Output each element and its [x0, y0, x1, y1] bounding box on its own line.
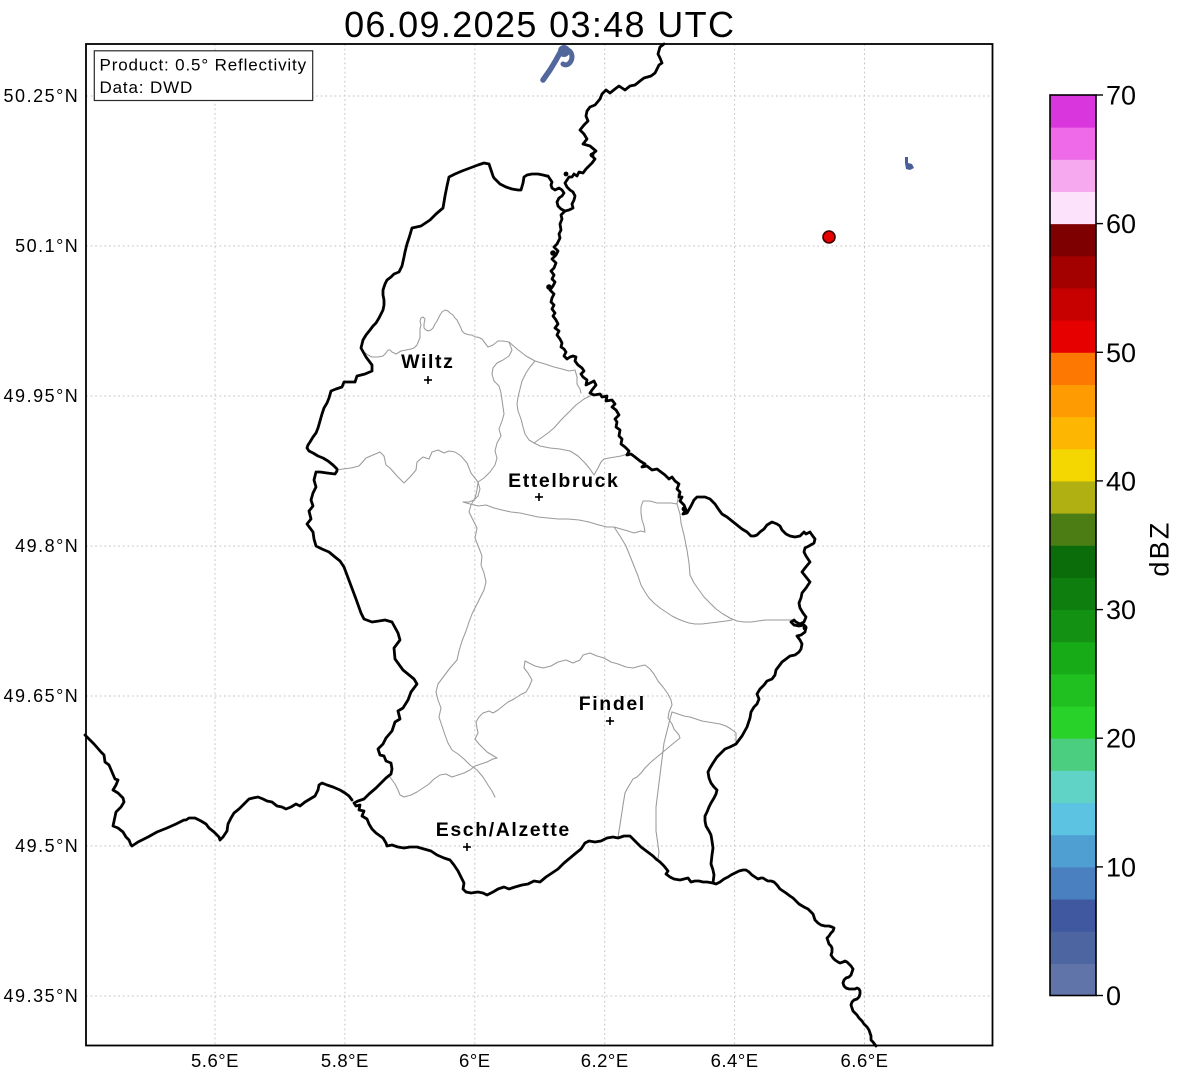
- svg-text:Wiltz: Wiltz: [401, 351, 454, 373]
- svg-text:6.6°E: 6.6°E: [841, 1050, 889, 1071]
- svg-text:10: 10: [1106, 852, 1136, 882]
- svg-text:6.4°E: 6.4°E: [711, 1050, 759, 1071]
- svg-text:Ettelbruck: Ettelbruck: [508, 470, 619, 492]
- svg-text:49.95°N: 49.95°N: [4, 386, 80, 406]
- svg-text:6.2°E: 6.2°E: [581, 1050, 629, 1071]
- svg-text:06.09.2025 03:48 UTC: 06.09.2025 03:48 UTC: [344, 4, 735, 45]
- svg-text:Data: DWD: Data: DWD: [100, 78, 194, 97]
- svg-text:30: 30: [1106, 595, 1136, 625]
- svg-text:60: 60: [1106, 209, 1136, 239]
- svg-text:5.6°E: 5.6°E: [191, 1050, 239, 1071]
- svg-text:dBZ: dBZ: [1145, 520, 1175, 576]
- svg-text:50: 50: [1106, 338, 1136, 368]
- svg-text:49.35°N: 49.35°N: [4, 986, 80, 1006]
- svg-text:Product: 0.5° Reflectivity: Product: 0.5° Reflectivity: [100, 56, 307, 75]
- svg-text:49.8°N: 49.8°N: [15, 536, 79, 556]
- svg-text:40: 40: [1106, 466, 1136, 496]
- svg-text:50.1°N: 50.1°N: [15, 236, 79, 256]
- svg-text:Esch/Alzette: Esch/Alzette: [436, 819, 571, 841]
- svg-text:49.5°N: 49.5°N: [15, 836, 79, 856]
- svg-text:5.8°E: 5.8°E: [321, 1050, 369, 1071]
- svg-text:49.65°N: 49.65°N: [4, 686, 80, 706]
- svg-text:20: 20: [1106, 724, 1136, 754]
- svg-text:6°E: 6°E: [459, 1050, 491, 1071]
- svg-text:70: 70: [1106, 81, 1136, 111]
- svg-text:Findel: Findel: [579, 693, 646, 715]
- svg-text:0: 0: [1106, 981, 1121, 1011]
- svg-text:50.25°N: 50.25°N: [4, 86, 80, 106]
